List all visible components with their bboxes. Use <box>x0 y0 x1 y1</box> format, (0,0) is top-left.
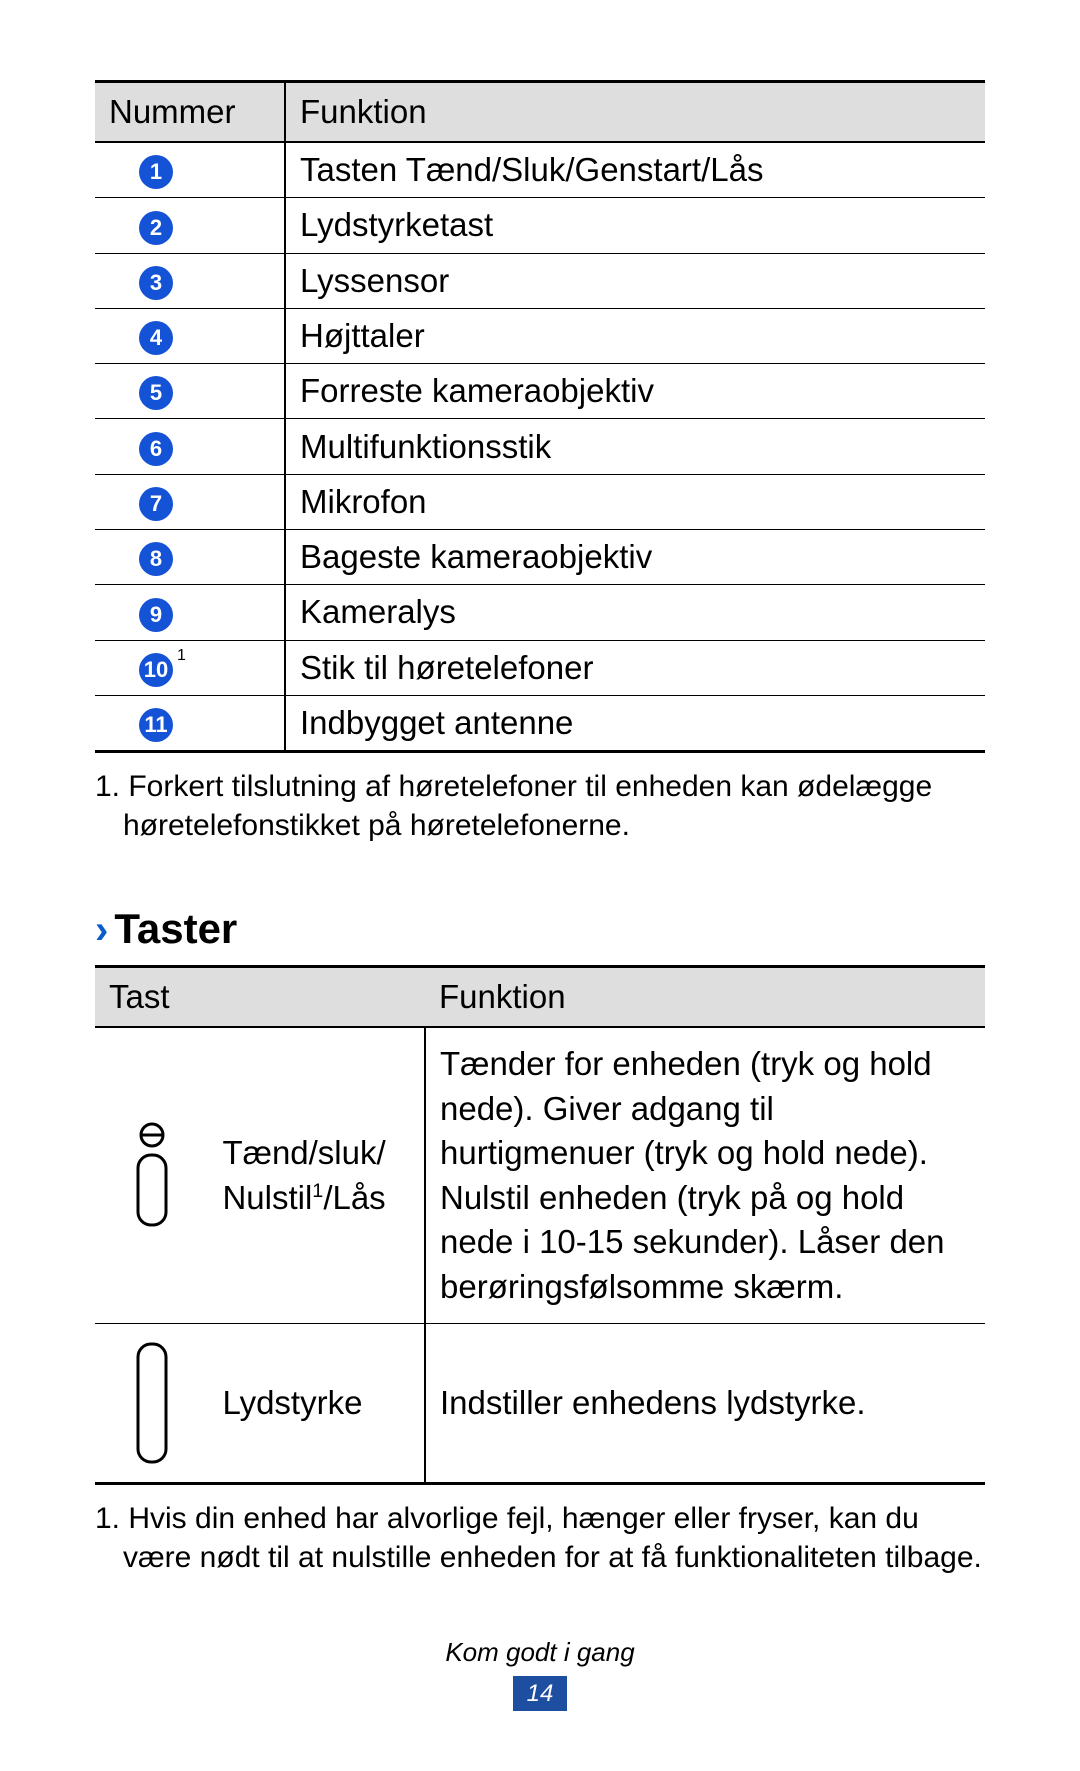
function-cell: Kameralys <box>285 585 985 640</box>
parts-table: Nummer Funktion 1 Tasten Tænd/Sluk/Gensta… <box>95 80 985 753</box>
function-cell: Indbygget antenne <box>285 695 985 751</box>
table-row: 101Stik til høretelefoner <box>95 640 985 695</box>
chevron-icon: › <box>95 910 108 950</box>
volume-key-icon <box>130 1338 174 1468</box>
number-cell: 9 <box>95 585 285 640</box>
table-row: 6 Multifunktionsstik <box>95 419 985 474</box>
keys-table: Tast Funktion Tænd/sluk/ Nulstil1/LåsTæn… <box>95 965 985 1485</box>
number-cell: 1 <box>95 142 285 198</box>
function-cell: Stik til høretelefoner <box>285 640 985 695</box>
table-row: Tænd/sluk/ Nulstil1/LåsTænder for enhede… <box>95 1027 985 1324</box>
number-cell: 11 <box>95 695 285 751</box>
number-cell: 3 <box>95 253 285 308</box>
number-badge-icon: 2 <box>139 211 173 245</box>
number-badge-icon: 9 <box>139 598 173 632</box>
key-label-cell: Tænd/sluk/ Nulstil1/Lås <box>208 1027 425 1324</box>
keys-table-header-function: Funktion <box>425 967 985 1028</box>
table-row: 4 Højttaler <box>95 308 985 363</box>
number-cell: 7 <box>95 474 285 529</box>
footnote-marker: 1 <box>177 647 186 664</box>
number-cell: 6 <box>95 419 285 474</box>
keys-table-header-key: Tast <box>95 967 425 1028</box>
number-badge-icon: 10 <box>139 653 173 687</box>
number-cell: 2 <box>95 198 285 253</box>
table-row: 7 Mikrofon <box>95 474 985 529</box>
parts-table-header-number: Nummer <box>95 82 285 143</box>
number-cell: 101 <box>95 640 285 695</box>
key-function-cell: Indstiller enhedens lydstyrke. <box>425 1324 985 1484</box>
section-title: Taster <box>114 905 237 953</box>
function-cell: Lyssensor <box>285 253 985 308</box>
table-row: 3 Lyssensor <box>95 253 985 308</box>
parts-table-header-function: Funktion <box>285 82 985 143</box>
number-cell: 4 <box>95 308 285 363</box>
number-badge-icon: 1 <box>139 155 173 189</box>
number-badge-icon: 5 <box>139 376 173 410</box>
function-cell: Bageste kameraobjektiv <box>285 529 985 584</box>
number-cell: 5 <box>95 364 285 419</box>
number-badge-icon: 3 <box>139 266 173 300</box>
function-cell: Multifunktionsstik <box>285 419 985 474</box>
key-function-cell: Tænder for enheden (tryk og hold nede). … <box>425 1027 985 1324</box>
key-icon-cell <box>95 1324 208 1484</box>
number-badge-icon: 11 <box>139 708 173 742</box>
page-number: 14 <box>513 1676 568 1711</box>
table-row: 2 Lydstyrketast <box>95 198 985 253</box>
function-cell: Forreste kameraobjektiv <box>285 364 985 419</box>
page-footer: Kom godt i gang 14 <box>0 1637 1080 1711</box>
table-row: 9 Kameralys <box>95 585 985 640</box>
number-badge-icon: 8 <box>139 542 173 576</box>
footnote-2: 1. Hvis din enhed har alvorlige fejl, hæ… <box>95 1499 985 1577</box>
function-cell: Tasten Tænd/Sluk/Genstart/Lås <box>285 142 985 198</box>
footer-chapter: Kom godt i gang <box>0 1637 1080 1668</box>
number-badge-icon: 4 <box>139 321 173 355</box>
function-cell: Lydstyrketast <box>285 198 985 253</box>
table-row: 11 Indbygget antenne <box>95 695 985 751</box>
function-cell: Højttaler <box>285 308 985 363</box>
function-cell: Mikrofon <box>285 474 985 529</box>
key-icon-cell <box>95 1027 208 1324</box>
table-row: LydstyrkeIndstiller enhedens lydstyrke. <box>95 1324 985 1484</box>
number-badge-icon: 7 <box>139 487 173 521</box>
footnote-1: 1. Forkert tilslutning af høretelefoner … <box>95 767 985 845</box>
key-label-cell: Lydstyrke <box>208 1324 425 1484</box>
power-key-icon <box>130 1121 174 1231</box>
section-heading-taster: › Taster <box>95 905 985 953</box>
table-row: 5 Forreste kameraobjektiv <box>95 364 985 419</box>
table-row: 1 Tasten Tænd/Sluk/Genstart/Lås <box>95 142 985 198</box>
number-badge-icon: 6 <box>139 432 173 466</box>
table-row: 8 Bageste kameraobjektiv <box>95 529 985 584</box>
number-cell: 8 <box>95 529 285 584</box>
